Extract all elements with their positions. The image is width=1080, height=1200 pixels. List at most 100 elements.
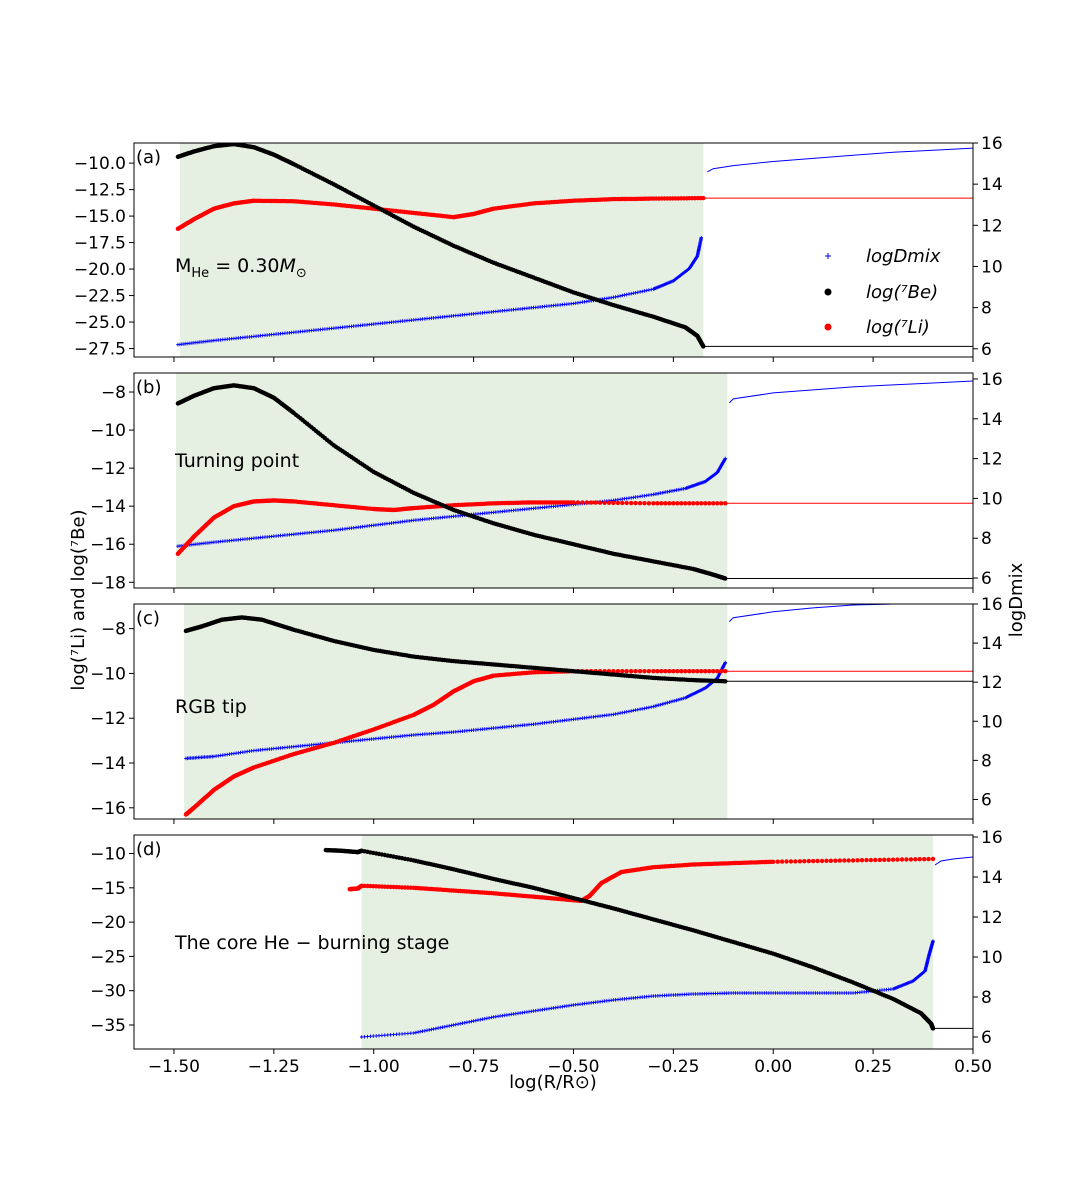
y-tick-label-left: −25 [90, 947, 126, 967]
dmix-point [462, 1021, 467, 1025]
shaded-region [179, 143, 704, 357]
li-point [715, 501, 720, 506]
li-point [899, 857, 905, 862]
li-point [703, 501, 708, 506]
dmix-point [651, 704, 656, 709]
panel-label: (d) [136, 839, 161, 860]
panel-label: (b) [136, 377, 161, 398]
li-point [683, 669, 688, 674]
annotation-sub: He [191, 266, 209, 281]
li-point [637, 501, 643, 506]
dmix-point [644, 288, 649, 293]
be-point [723, 679, 728, 684]
li-point [675, 669, 680, 674]
y-tick-label-right: 16 [981, 595, 1003, 615]
dmix-point [447, 1024, 451, 1028]
li-point [922, 857, 927, 862]
li-point [855, 858, 860, 863]
li-point [859, 858, 865, 863]
li-point [633, 669, 638, 674]
li-point [687, 501, 692, 506]
dmix-point [478, 1017, 483, 1022]
li-point [593, 500, 598, 505]
li-point [926, 856, 931, 862]
dmix-point [438, 1025, 443, 1030]
li-point [886, 857, 891, 862]
li-point [667, 501, 672, 506]
dmix-point [699, 235, 704, 240]
li-point [663, 501, 668, 506]
li-point [904, 857, 909, 862]
panel-annotation: MHe = 0.30M⊙ [175, 255, 307, 281]
li-point [779, 859, 785, 864]
shaded-region [175, 373, 728, 588]
dmix-point [676, 698, 680, 702]
li-point [629, 669, 634, 674]
be-series [175, 383, 728, 581]
li-point [633, 500, 638, 506]
dmix-point [665, 700, 670, 705]
dmix-point [624, 292, 629, 297]
y-tick-label-right: 12 [981, 908, 1003, 928]
plot-area [323, 835, 973, 1049]
panel-1: −8 −10 −12 −14 −16 −18 6 8 10 12 14 16 (b) Turning po… [90, 370, 1003, 593]
li-point [620, 500, 625, 506]
be-point [701, 344, 706, 349]
x-tick-label: −1.00 [348, 1057, 400, 1077]
plot-area [175, 143, 973, 357]
y-tick-label-right: 12 [981, 216, 1003, 236]
panel-annotation: RGB tip [175, 696, 247, 718]
li-point [589, 500, 594, 505]
panels: −10.0 −12.5 −15.0 −17.5 −20.0 −22.5 −25.0 −27.5… [74, 134, 1003, 1054]
dmix-point [658, 702, 663, 707]
li-point [824, 858, 829, 863]
plot-area [175, 373, 973, 588]
y-tick-label-right: 16 [981, 370, 1003, 390]
x-tick-label: 0.25 [854, 1057, 892, 1077]
panel-0: −10.0 −12.5 −15.0 −17.5 −20.0 −22.5 −25.0 −27.5… [74, 134, 1003, 362]
li-point [679, 501, 684, 506]
li-series [347, 856, 936, 903]
li-point [723, 669, 728, 674]
li-point [707, 669, 712, 674]
y-tick-label-right: 8 [981, 751, 992, 771]
li-point [842, 858, 847, 863]
li-point [687, 669, 692, 674]
dmix-point [620, 293, 625, 298]
y-tick-label-left: −35 [90, 1016, 126, 1036]
y-tick-label-left: −12.5 [74, 181, 126, 201]
y-tick-label-left: −8 [101, 383, 126, 403]
y-tick-label-left: −10 [90, 421, 126, 441]
panel-label: (c) [136, 608, 160, 629]
y-tick-label-right: 6 [981, 790, 992, 810]
dmix-point [434, 1026, 438, 1031]
li-point [575, 500, 581, 505]
dmix-point [427, 1028, 431, 1032]
be-series [175, 143, 706, 349]
li-point [642, 669, 647, 674]
panel-annotation: The core He − burning stage [174, 932, 449, 954]
dmix-point [669, 699, 673, 704]
li-point [846, 858, 851, 863]
li-point [671, 669, 676, 674]
dmix-point [474, 1018, 478, 1023]
li-point [620, 669, 625, 674]
li-point [711, 669, 716, 674]
li-point [637, 669, 643, 674]
dmix-envelope-line [728, 380, 973, 404]
be-point [723, 576, 728, 581]
y-tick-label-left: −14 [90, 754, 126, 774]
li-point [723, 501, 728, 506]
y-tick-label-left: −10.0 [74, 154, 126, 174]
y-tick-label-right: 10 [981, 948, 1003, 968]
y-tick-label-left: −18 [90, 573, 126, 593]
li-point [908, 857, 914, 862]
li-point [784, 859, 789, 864]
li-point [711, 501, 716, 506]
panel-frame [133, 142, 974, 358]
dmix-point [653, 704, 657, 708]
y-tick-label-right: 16 [981, 828, 1003, 848]
li-point [930, 856, 936, 862]
y-tick-label-left: −12 [90, 459, 126, 479]
y-axis-label-right: logDmix [1006, 562, 1027, 637]
